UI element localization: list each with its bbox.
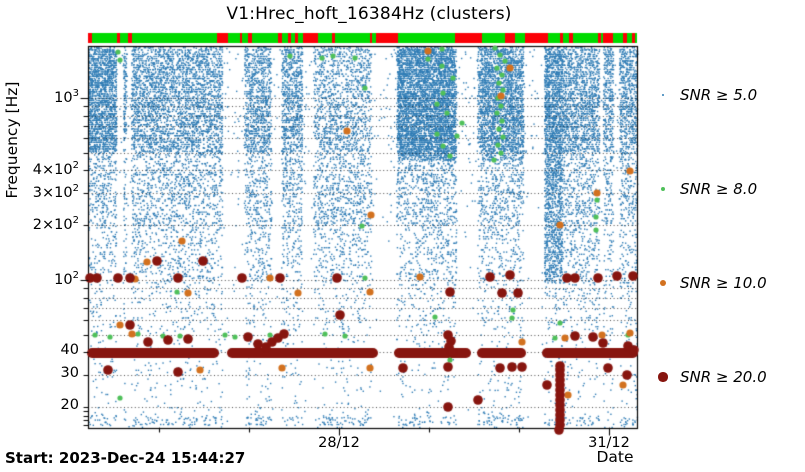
legend-marker-dot bbox=[660, 186, 666, 192]
x-axis-label: Date bbox=[596, 448, 634, 466]
legend-marker-dot bbox=[661, 93, 665, 97]
legend-item: SNR ≥ 8.0 bbox=[648, 179, 757, 199]
start-timestamp: Start: 2023-Dec-24 15:44:27 bbox=[5, 449, 246, 467]
y-tick-label: 4×102 bbox=[32, 160, 79, 179]
legend-label: SNR ≥ 5.0 bbox=[679, 86, 758, 104]
legend-item: SNR ≥ 5.0 bbox=[648, 85, 757, 105]
legend-item: SNR ≥ 10.0 bbox=[648, 273, 767, 293]
y-tick-label: 102 bbox=[54, 270, 79, 288]
y-tick-label: 30 bbox=[60, 365, 79, 382]
y-tick-label: 20 bbox=[60, 397, 79, 414]
legend-label: SNR ≥ 10.0 bbox=[679, 274, 767, 292]
x-tick-label: 31/12 bbox=[588, 435, 630, 451]
y-tick-label: 103 bbox=[54, 88, 79, 106]
page-title: V1:Hrec_hoft_16384Hz (clusters) bbox=[226, 4, 512, 24]
legend-label: SNR ≥ 20.0 bbox=[679, 368, 767, 386]
x-tick-label: 28/12 bbox=[318, 435, 360, 451]
y-tick-label: 3×102 bbox=[32, 183, 79, 201]
legend-marker-dot bbox=[659, 279, 667, 287]
y-tick-label: 40 bbox=[60, 342, 79, 359]
legend-marker-dot bbox=[658, 372, 668, 382]
legend-label: SNR ≥ 8.0 bbox=[679, 180, 758, 198]
legend-item: SNR ≥ 20.0 bbox=[648, 367, 767, 387]
y-tick-label: 2×102 bbox=[32, 215, 79, 234]
